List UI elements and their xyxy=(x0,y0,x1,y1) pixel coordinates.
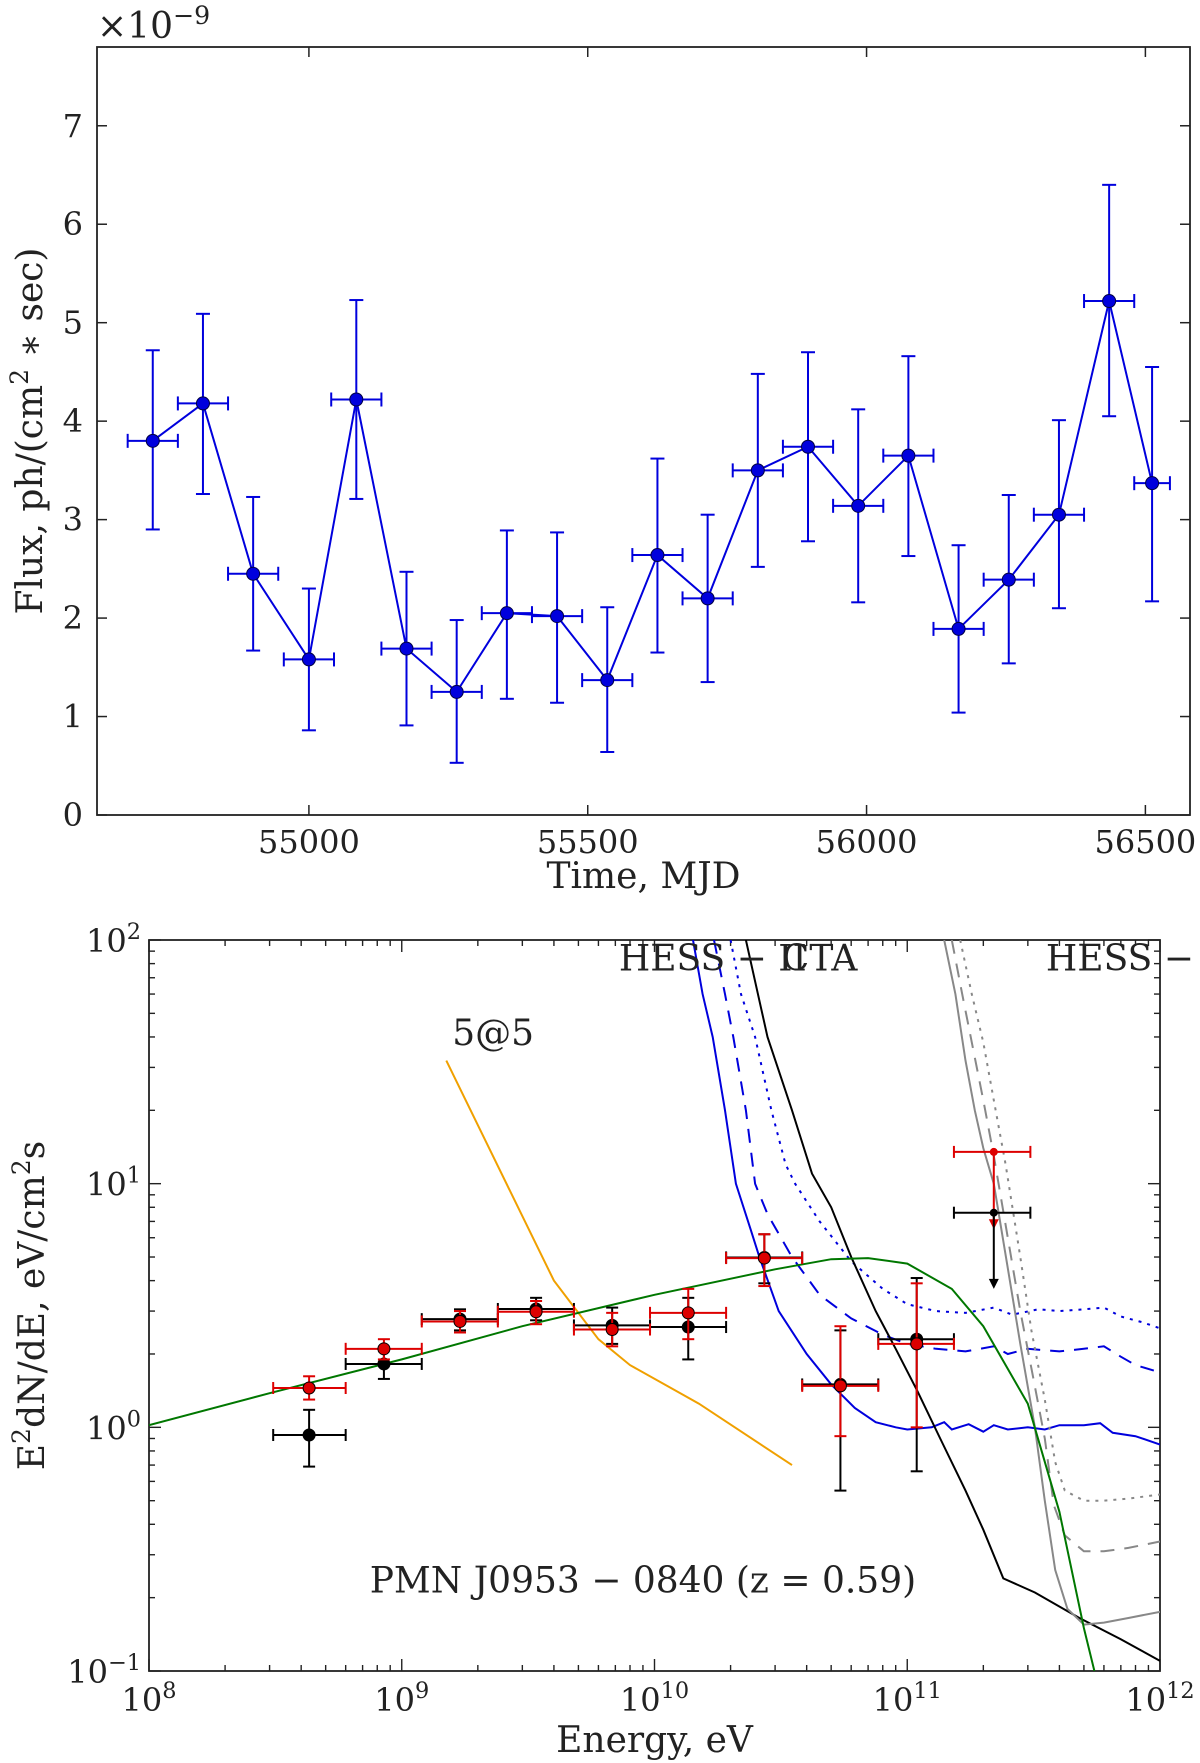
x-tick-label: 108 xyxy=(122,1678,177,1719)
upper-limit-arrow xyxy=(988,1278,999,1289)
data-point-red xyxy=(910,1337,924,1351)
x-tick-label: 56500 xyxy=(1094,823,1196,861)
data-point xyxy=(600,673,615,688)
curve-label: CTA xyxy=(782,938,859,979)
upper-limit-point xyxy=(989,1147,998,1156)
data-point-red xyxy=(453,1314,467,1328)
y-tick-label: 100 xyxy=(86,1406,141,1447)
curve-hess-ii-dotted xyxy=(729,940,1160,1330)
curve-model xyxy=(149,1257,1096,1671)
data-point xyxy=(550,609,565,624)
y-tick-label: 10−1 xyxy=(67,1650,141,1691)
data-point xyxy=(700,591,715,606)
data-point xyxy=(449,684,464,699)
y-tick-label: 4 xyxy=(63,402,83,440)
data-point xyxy=(851,498,866,513)
x-tick-label: 55500 xyxy=(537,823,639,861)
curve-label: HESS − I xyxy=(1046,938,1200,979)
x-tick-label: 1010 xyxy=(620,1678,689,1719)
curve-hess-i-dashed xyxy=(950,940,1160,1553)
data-point-red xyxy=(757,1251,771,1265)
y-tick-label: 5 xyxy=(63,304,83,342)
data-point xyxy=(301,652,316,667)
y-tick-label: 7 xyxy=(63,107,83,145)
data-point xyxy=(750,463,765,478)
y-tick-label: 2 xyxy=(63,599,83,637)
data-point xyxy=(499,606,514,621)
y-tick-label: 3 xyxy=(63,501,83,539)
data-point-red xyxy=(529,1305,543,1319)
data-point xyxy=(901,448,916,463)
y-tick-label: 0 xyxy=(63,796,83,834)
curve-5-5 xyxy=(445,1060,793,1466)
x-tick-label: 55000 xyxy=(258,823,360,861)
data-point xyxy=(1102,294,1117,309)
y-axis-label: E2dN/dE, eV/cm2s xyxy=(7,1141,54,1470)
data-point-black xyxy=(302,1428,316,1442)
data-point xyxy=(1051,507,1066,522)
y-tick-label: 6 xyxy=(63,205,83,243)
x-tick-label: 1012 xyxy=(1125,1678,1194,1719)
y-tick-label: 102 xyxy=(86,919,141,960)
data-point-red xyxy=(605,1323,619,1337)
plot-area xyxy=(149,940,1160,1671)
curve-label: HESS − II xyxy=(619,938,807,979)
light-curve-chart: 55000 55500 56000 56500 0 1 2 3 4 5 6 7 ×10−9 Time, M… xyxy=(5,1,1197,898)
flux-line xyxy=(152,300,1154,694)
axis-multiplier: ×10−9 xyxy=(97,1,210,48)
data-point xyxy=(145,433,160,448)
data-point xyxy=(349,392,364,407)
data-point-red xyxy=(833,1379,847,1393)
data-point xyxy=(801,439,816,454)
data-point xyxy=(1001,572,1016,587)
curve-hess-i-solid xyxy=(943,940,1160,1626)
curve-hess-ii-solid xyxy=(692,940,1160,1446)
data-point-red xyxy=(681,1306,695,1320)
x-tick-label: 109 xyxy=(374,1678,429,1719)
source-label: PMN J0953 − 0840 (z = 0.59) xyxy=(370,1560,916,1601)
x-axis-label: Energy, eV xyxy=(556,1720,754,1761)
x-axis-label: Time, MJD xyxy=(546,856,740,897)
x-tick-label: 56000 xyxy=(816,823,918,861)
curve-cta xyxy=(744,940,1160,1662)
x-tick-label: 1011 xyxy=(873,1678,942,1719)
sed-chart: 108 109 1010 1011 1012 10−1 100 101 102 Energy, e… xyxy=(7,919,1200,1761)
data-point-red xyxy=(377,1342,391,1356)
data-point xyxy=(246,566,261,581)
data-point xyxy=(195,396,210,411)
data-point xyxy=(1145,476,1160,491)
data-point-red xyxy=(302,1381,316,1395)
upper-limit-point xyxy=(989,1208,998,1217)
data-point xyxy=(650,548,665,563)
curve-hess-ii-dashed xyxy=(713,940,1160,1374)
y-axis-label: Flux, ph/(cm2 ∗ sec) xyxy=(5,248,52,615)
y-tick-label: 101 xyxy=(86,1163,141,1204)
curve-label: 5@5 xyxy=(452,1013,534,1054)
curve-hess-i-dotted xyxy=(959,940,1160,1502)
data-point xyxy=(399,641,414,656)
data-point xyxy=(951,621,966,636)
plot-frame xyxy=(96,46,1191,816)
y-tick-label: 1 xyxy=(63,698,83,736)
